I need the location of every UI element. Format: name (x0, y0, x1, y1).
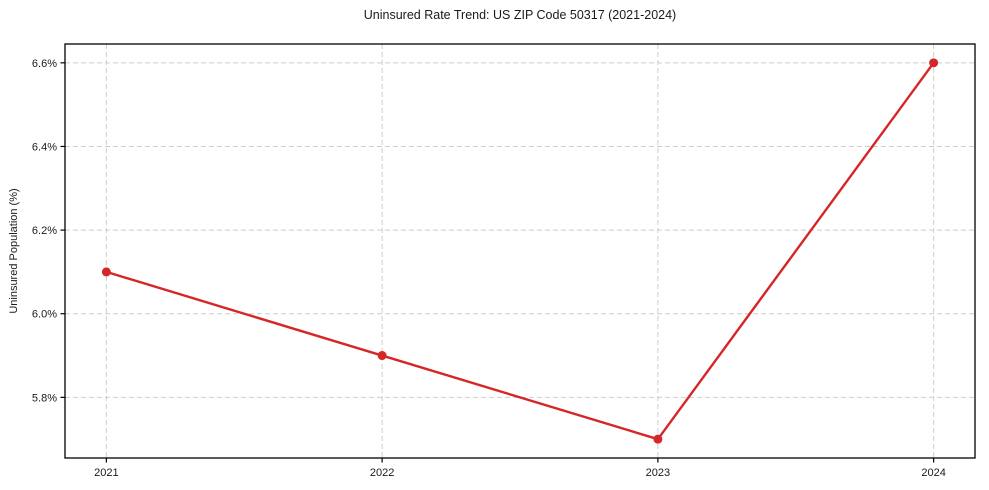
y-tick-label: 6.2% (32, 225, 57, 237)
y-tick-label: 6.4% (32, 141, 57, 153)
x-tick-label: 2024 (921, 467, 945, 479)
plot-border (64, 43, 976, 459)
x-tick-label: 2022 (370, 467, 394, 479)
data-point-marker (653, 434, 663, 444)
y-tick-label: 5.8% (32, 392, 57, 404)
data-point-marker (377, 351, 387, 361)
chart-title: Uninsured Rate Trend: US ZIP Code 50317 … (363, 8, 677, 22)
x-tick-label: 2021 (94, 467, 118, 479)
x-tick-label: 2023 (646, 467, 670, 479)
y-tick-label: 6.6% (32, 58, 57, 70)
y-tick-label: 6.0% (32, 309, 57, 321)
trend-line (105, 61, 935, 441)
data-point-marker (101, 267, 111, 277)
data-point-marker (929, 58, 939, 68)
